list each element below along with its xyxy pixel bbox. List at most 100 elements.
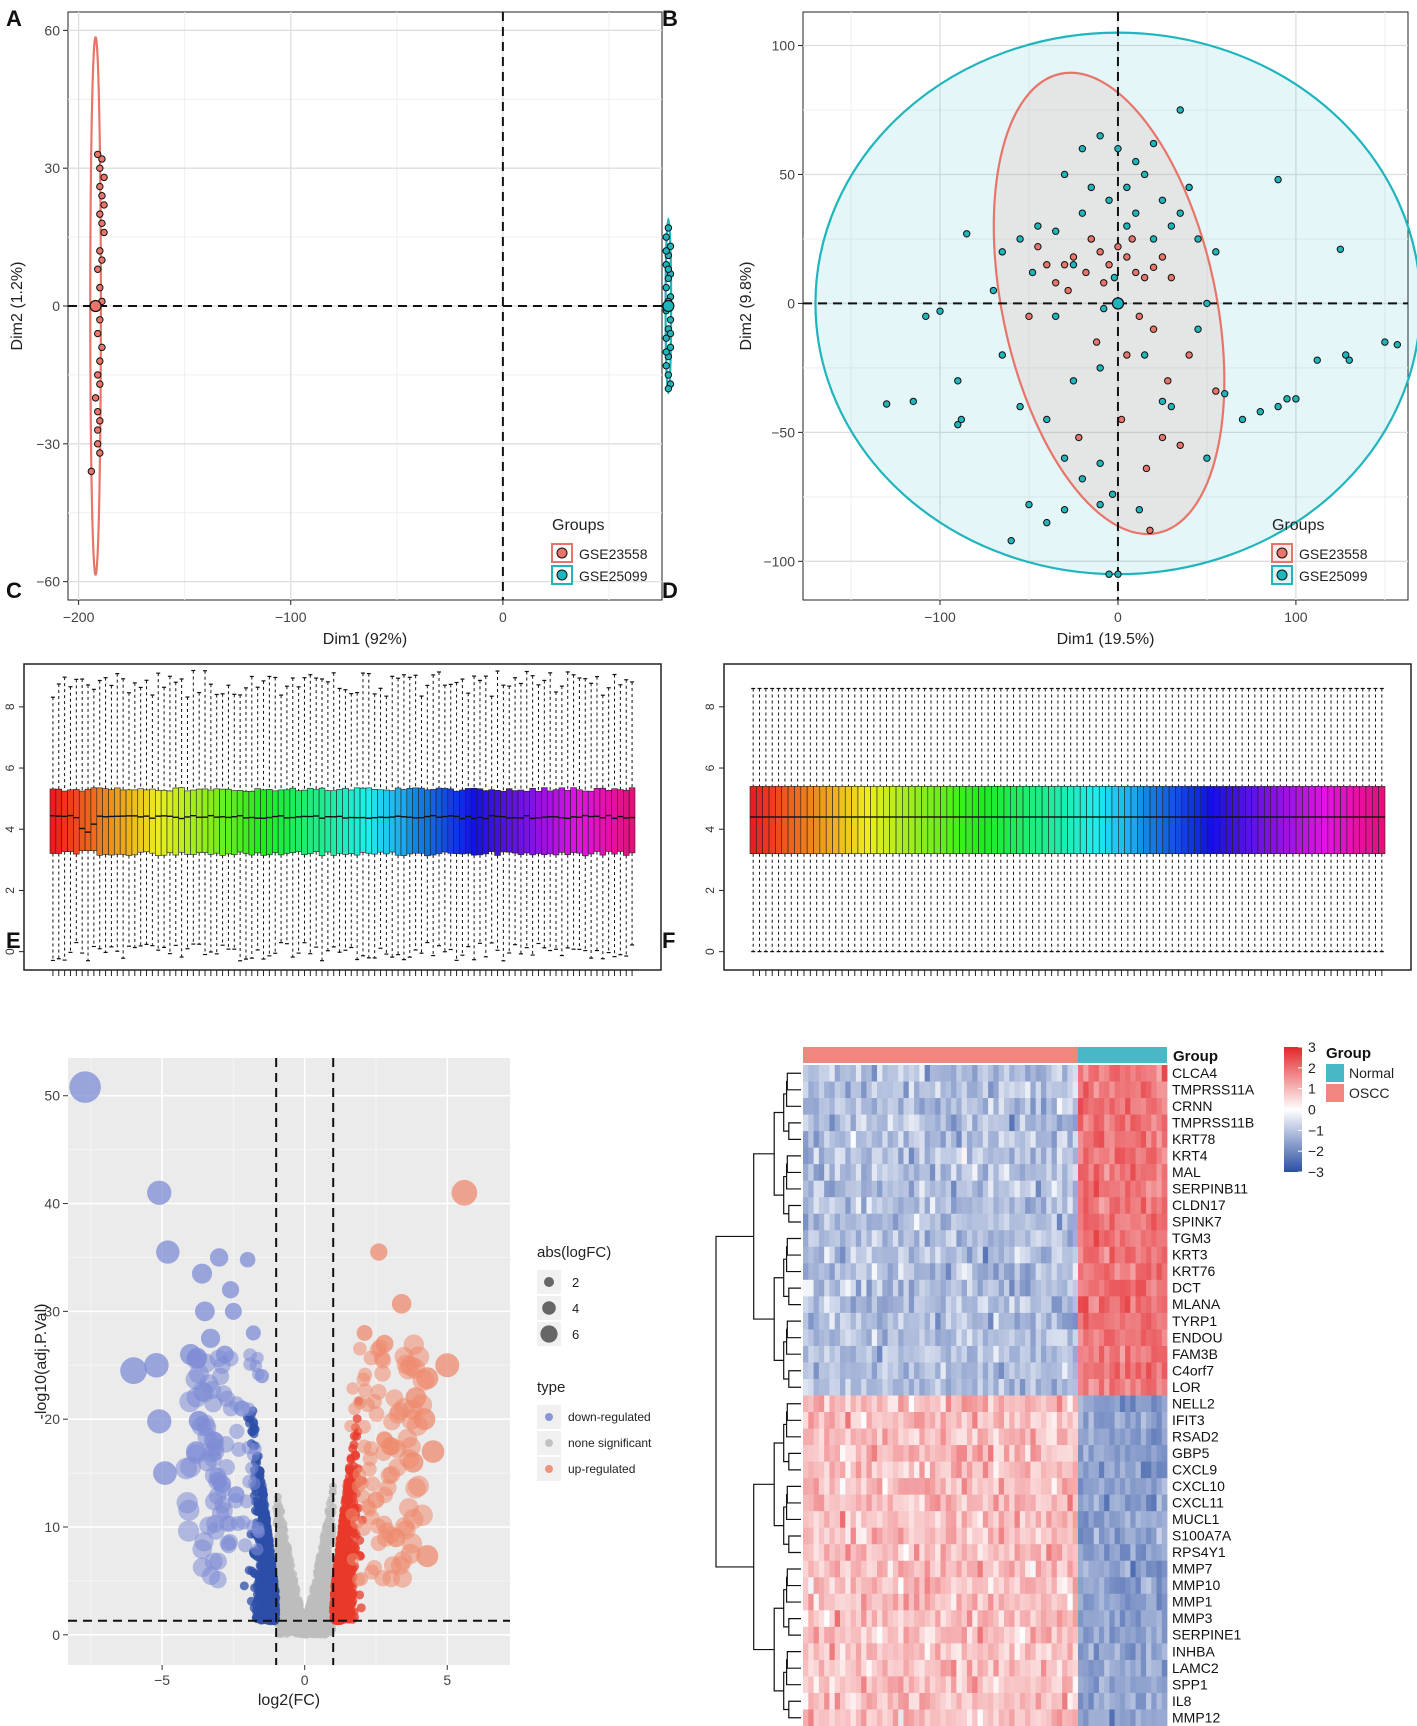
heatmap-cell bbox=[871, 1098, 878, 1115]
sample-box bbox=[1086, 786, 1094, 855]
legend-size-marker bbox=[544, 1277, 554, 1287]
sample-box bbox=[143, 789, 150, 853]
point-up-regulated bbox=[405, 1387, 427, 1409]
heatmap-cell bbox=[988, 1081, 994, 1099]
sample-box bbox=[781, 786, 789, 855]
sample-box bbox=[546, 790, 554, 855]
pca-plot-B: −100 0 100 −100 −50 0 50 100 Dim1 (19.5%) Dim2 (9… bbox=[738, 11, 1417, 648]
point-down-regulated bbox=[254, 1368, 270, 1384]
heatmap-cell bbox=[1019, 1098, 1026, 1115]
type-legend-label: none significant bbox=[568, 1436, 652, 1450]
y-tick-label: 30 bbox=[44, 160, 60, 176]
data-point-gse25099 bbox=[662, 247, 670, 255]
point-down-regulated bbox=[239, 1581, 249, 1591]
heatmap-cell bbox=[818, 1065, 825, 1082]
heatmap-cell bbox=[1146, 1081, 1152, 1099]
heatmap-cell bbox=[803, 1065, 809, 1082]
heatmap-cell bbox=[1151, 1081, 1157, 1099]
type-legend-label: up-regulated bbox=[568, 1462, 635, 1476]
heatmap-cell bbox=[1104, 1065, 1110, 1082]
y-axis-label: -log10(adj.P.Val) bbox=[33, 1304, 50, 1420]
sample-box bbox=[149, 788, 156, 854]
sample-box bbox=[1251, 786, 1259, 855]
data-point-gse23558 bbox=[1092, 338, 1101, 346]
point-none-significant bbox=[317, 1570, 326, 1579]
data-point-gse25099 bbox=[1212, 248, 1220, 256]
point-down-regulated bbox=[186, 1441, 207, 1462]
heatmap-cell bbox=[1030, 1098, 1037, 1115]
heatmap-cell bbox=[966, 1131, 973, 1149]
data-point-gse25099 bbox=[1194, 325, 1202, 333]
data-point-gse25099 bbox=[1100, 304, 1108, 313]
sample-box bbox=[844, 786, 852, 855]
centroid-gse25099 bbox=[662, 299, 675, 313]
heatmap-cell bbox=[1146, 1098, 1152, 1115]
heatmap-cell bbox=[808, 1098, 814, 1115]
heatmap-cell bbox=[1130, 1098, 1136, 1115]
data-point-gse25099 bbox=[1069, 377, 1078, 385]
boxplot-D: 0 2 4 6 8 bbox=[703, 663, 1412, 976]
point-up-regulated bbox=[356, 1372, 371, 1387]
data-point-gse23558 bbox=[1135, 312, 1144, 321]
point-none-significant bbox=[321, 1576, 330, 1585]
data-point-gse23558 bbox=[94, 440, 102, 448]
heatmap-cell bbox=[1125, 1098, 1131, 1115]
point-up-regulated bbox=[357, 1439, 372, 1454]
heatmap-cell bbox=[850, 1065, 857, 1082]
data-point-gse23558 bbox=[100, 228, 108, 237]
data-point-gse25099 bbox=[1060, 454, 1069, 462]
sample-box bbox=[756, 786, 763, 855]
heatmap-cell bbox=[940, 1114, 947, 1132]
point-up-regulated bbox=[348, 1444, 358, 1454]
heatmap-cell bbox=[1072, 1098, 1079, 1115]
sample-box bbox=[1289, 786, 1297, 855]
heatmap-cell bbox=[818, 1098, 825, 1115]
data-point-gse23558 bbox=[1051, 279, 1060, 287]
sample-box bbox=[838, 786, 846, 855]
heatmap-cell bbox=[982, 1065, 989, 1082]
sample-box bbox=[435, 787, 443, 854]
sample-box bbox=[1352, 786, 1360, 855]
point-none-significant bbox=[284, 1616, 293, 1625]
data-point-gse25099 bbox=[666, 242, 675, 250]
sample-box bbox=[155, 789, 162, 856]
heatmap-cell bbox=[1161, 1065, 1168, 1082]
point-down-regulated bbox=[260, 1604, 270, 1614]
point-down-regulated bbox=[120, 1357, 147, 1385]
heatmap-cell bbox=[945, 1131, 952, 1149]
heatmap-cell bbox=[1067, 1114, 1074, 1132]
x-tick-label: −100 bbox=[924, 609, 956, 625]
point-down-regulated bbox=[266, 1567, 276, 1577]
y-tick-label: 0 bbox=[703, 948, 717, 955]
point-up-regulated bbox=[435, 1353, 460, 1378]
y-tick-label: 0 bbox=[3, 948, 17, 955]
data-point-gse23558 bbox=[96, 316, 104, 324]
panel-label-E: E bbox=[6, 928, 21, 953]
sample-box bbox=[552, 789, 560, 856]
heatmap-cell bbox=[914, 1081, 920, 1099]
heatmap-cell bbox=[1093, 1081, 1100, 1099]
heatmap-cell bbox=[882, 1065, 889, 1082]
data-point-gse25099 bbox=[1313, 356, 1321, 364]
point-down-regulated bbox=[227, 1486, 245, 1504]
heatmap-cell bbox=[850, 1114, 857, 1132]
sample-box bbox=[794, 786, 802, 855]
data-point-gse25099 bbox=[664, 384, 673, 393]
point-none-significant bbox=[325, 1568, 334, 1577]
point-up-regulated bbox=[346, 1382, 360, 1395]
legend-marker bbox=[556, 569, 568, 581]
data-point-gse23558 bbox=[1123, 351, 1131, 359]
heatmap-cell bbox=[1014, 1065, 1021, 1082]
sample-box bbox=[952, 786, 960, 855]
heatmap-cell bbox=[1003, 1081, 1010, 1099]
sample-box bbox=[1314, 786, 1322, 855]
sample-box bbox=[248, 790, 256, 856]
heatmap-cell bbox=[977, 1065, 984, 1082]
sample-box bbox=[762, 786, 770, 855]
sample-box bbox=[429, 789, 437, 856]
heatmap-cell bbox=[861, 1081, 867, 1099]
data-point-gse25099 bbox=[666, 329, 675, 338]
heatmap-cell bbox=[803, 1081, 809, 1099]
sample-box bbox=[863, 786, 871, 855]
heatmap-cell bbox=[903, 1065, 910, 1082]
